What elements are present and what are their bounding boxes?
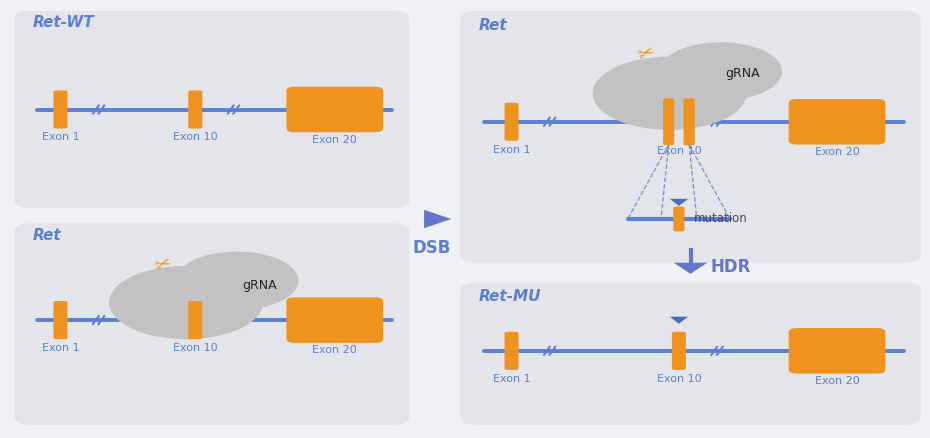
Text: Exon 20: Exon 20 bbox=[815, 147, 859, 157]
Text: Exon 10: Exon 10 bbox=[173, 132, 218, 142]
Polygon shape bbox=[670, 199, 688, 206]
Text: Ret: Ret bbox=[33, 228, 61, 243]
Circle shape bbox=[110, 267, 262, 339]
FancyBboxPatch shape bbox=[460, 283, 921, 425]
Text: Ret: Ret bbox=[479, 18, 508, 32]
Text: Exon 1: Exon 1 bbox=[42, 132, 79, 142]
FancyBboxPatch shape bbox=[460, 11, 921, 263]
FancyBboxPatch shape bbox=[789, 99, 885, 145]
Text: gRNA: gRNA bbox=[725, 67, 760, 80]
FancyBboxPatch shape bbox=[286, 87, 383, 132]
Polygon shape bbox=[670, 317, 688, 324]
FancyBboxPatch shape bbox=[14, 11, 409, 208]
FancyBboxPatch shape bbox=[54, 91, 68, 129]
Text: gRNA: gRNA bbox=[242, 279, 276, 292]
FancyBboxPatch shape bbox=[54, 301, 68, 339]
FancyBboxPatch shape bbox=[789, 328, 885, 374]
Text: DSB: DSB bbox=[412, 239, 451, 257]
Text: Exon 1: Exon 1 bbox=[493, 374, 530, 384]
Text: mutation: mutation bbox=[694, 212, 748, 225]
FancyBboxPatch shape bbox=[663, 99, 674, 145]
FancyBboxPatch shape bbox=[505, 332, 519, 370]
FancyBboxPatch shape bbox=[505, 103, 519, 141]
Text: Exon 10: Exon 10 bbox=[657, 374, 701, 384]
Text: Ret-WT: Ret-WT bbox=[33, 15, 94, 30]
FancyBboxPatch shape bbox=[14, 223, 409, 425]
Text: ✂: ✂ bbox=[635, 42, 658, 66]
Circle shape bbox=[660, 43, 781, 100]
Circle shape bbox=[177, 252, 298, 309]
FancyBboxPatch shape bbox=[673, 207, 684, 231]
Text: Exon 1: Exon 1 bbox=[493, 145, 530, 155]
FancyBboxPatch shape bbox=[188, 301, 203, 339]
Text: Ret-MU: Ret-MU bbox=[479, 289, 541, 304]
Text: Exon 10: Exon 10 bbox=[657, 146, 701, 156]
Polygon shape bbox=[424, 210, 451, 228]
Text: Exon 20: Exon 20 bbox=[815, 376, 859, 386]
Circle shape bbox=[593, 57, 746, 129]
Text: Exon 20: Exon 20 bbox=[312, 346, 357, 356]
Text: ✂: ✂ bbox=[152, 254, 174, 277]
FancyBboxPatch shape bbox=[286, 297, 383, 343]
FancyBboxPatch shape bbox=[188, 91, 203, 129]
FancyBboxPatch shape bbox=[671, 332, 685, 370]
Text: HDR: HDR bbox=[711, 258, 751, 276]
Text: Exon 1: Exon 1 bbox=[42, 343, 79, 353]
Text: Exon 20: Exon 20 bbox=[312, 135, 357, 145]
Text: Exon 10: Exon 10 bbox=[173, 343, 218, 353]
Polygon shape bbox=[673, 263, 707, 274]
FancyBboxPatch shape bbox=[684, 99, 695, 145]
